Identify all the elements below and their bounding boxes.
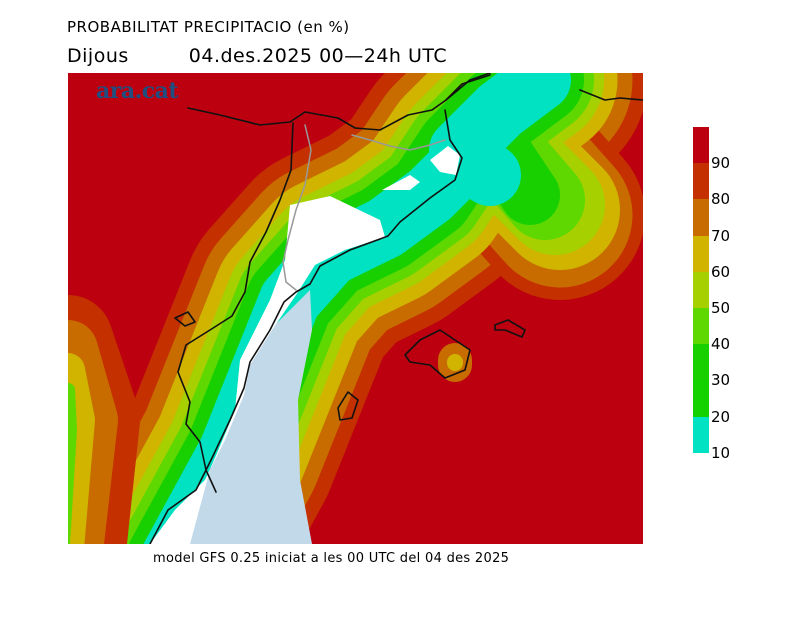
legend-label: 10 [711, 443, 731, 462]
region-border [177, 122, 294, 493]
low-probability-area-2 [382, 175, 420, 190]
menorca-island [494, 319, 526, 338]
france-coast [445, 73, 491, 101]
region-border-gray [282, 124, 312, 291]
chart-title: PROBABILITAT PRECIPITACIO (en %) [67, 18, 350, 36]
forecast-period: Dijous 04.des.2025 00—24h UTC [67, 45, 507, 67]
model-info: model GFS 0.25 iniciat a les 00 UTC del … [153, 551, 510, 566]
low-probability-area-3 [430, 146, 460, 175]
legend-band [693, 127, 709, 164]
legend-band [693, 344, 709, 381]
coastline [149, 109, 463, 544]
legend-band [693, 235, 709, 272]
no-data-sea-area [150, 290, 312, 544]
legend-label: 50 [711, 299, 731, 317]
region-border-gray-2 [351, 134, 446, 151]
forecast-day: Dijous [67, 45, 129, 67]
legend-band [693, 380, 709, 417]
legend-label: 40 [711, 335, 731, 354]
forecast-date-range: 04.des.2025 00—24h UTC [188, 45, 448, 67]
ibiza-island [337, 391, 359, 421]
ara-cat-logo: ara.cat [96, 78, 179, 104]
legend-label: 30 [711, 371, 731, 390]
legend-label: 90 [711, 154, 731, 173]
legend-label: 70 [711, 226, 731, 245]
legend-band [693, 271, 709, 308]
legend-band [693, 163, 709, 200]
mallorca-island [404, 329, 471, 379]
legend-band [693, 307, 709, 345]
color-legend [693, 127, 709, 453]
andorra-border [174, 311, 196, 327]
legend-band [693, 416, 709, 453]
borders [149, 73, 643, 544]
legend-label: 80 [711, 190, 731, 209]
low-probability-area [150, 196, 385, 544]
legend-label: 60 [711, 262, 731, 281]
legend-label: 20 [711, 407, 731, 426]
legend-band [693, 199, 709, 236]
